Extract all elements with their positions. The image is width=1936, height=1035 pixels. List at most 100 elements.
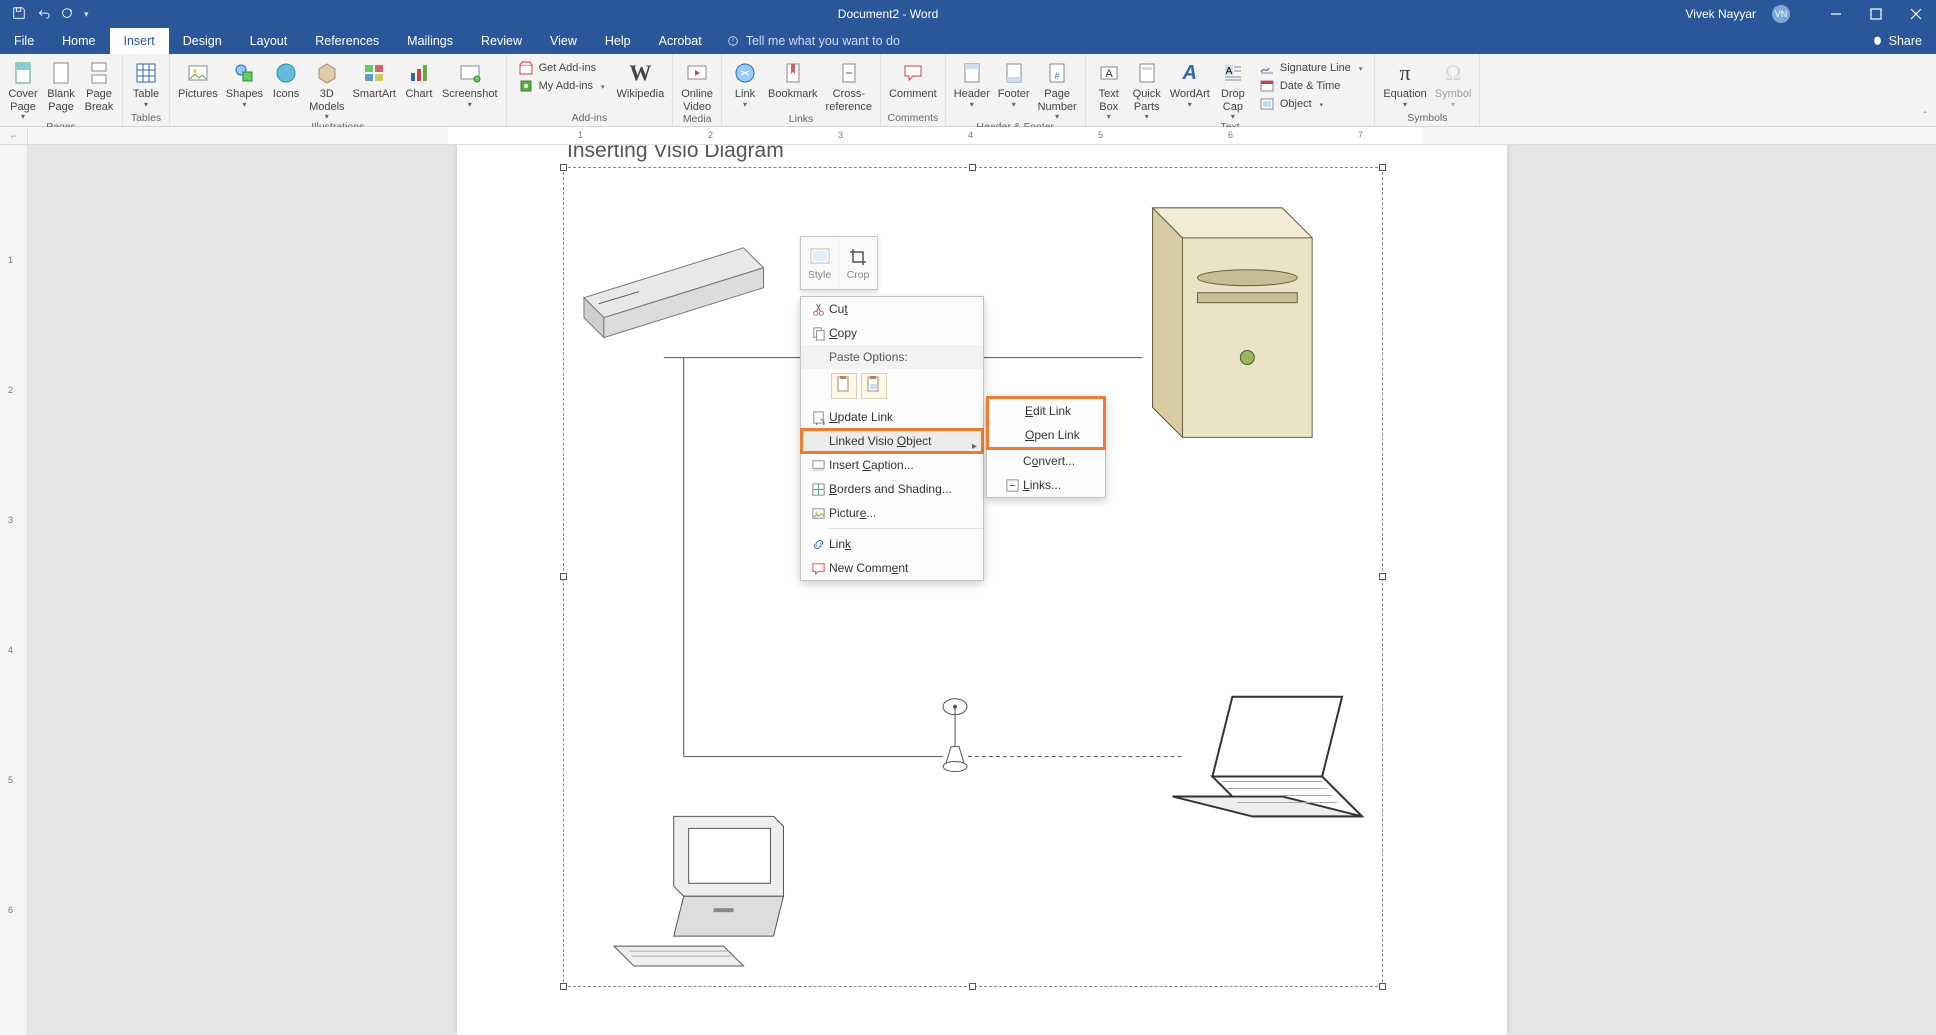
submenu-edit-link[interactable]: Edit Link: [989, 399, 1103, 423]
quick-access-toolbar: ▾: [0, 6, 101, 23]
tab-help[interactable]: Help: [591, 28, 645, 54]
ribbon-group-media: OnlineVideoMedia: [673, 54, 722, 126]
svg-text:A: A: [1105, 68, 1113, 80]
vertical-ruler[interactable]: 1234567: [0, 145, 28, 1035]
menu-picture[interactable]: Picture...: [801, 501, 983, 525]
drop-cap-button[interactable]: ADropCap: [1214, 57, 1252, 121]
hruler-scale[interactable]: 1234567: [28, 127, 1936, 144]
tab-acrobat[interactable]: Acrobat: [645, 28, 716, 54]
paste-options: [801, 369, 983, 405]
menu-linked-visio-object[interactable]: Linked Visio Object: [801, 429, 983, 453]
crop-icon: [849, 245, 867, 269]
user-area: Vivek Nayyar VN: [1676, 5, 1816, 23]
crop-button[interactable]: Crop: [839, 237, 877, 289]
update-icon: [807, 410, 829, 425]
online-video-button[interactable]: OnlineVideo: [677, 57, 717, 113]
wikipedia-button[interactable]: WWikipedia: [613, 57, 669, 101]
menu-insert-caption[interactable]: Insert Caption...: [801, 453, 983, 477]
table-button[interactable]: Table: [127, 57, 165, 109]
cut-icon: [807, 302, 829, 317]
ribbon-group-illustrations: PicturesShapesIcons3DModelsSmartArtChart…: [170, 54, 507, 126]
quick-parts-button[interactable]: QuickParts: [1128, 57, 1166, 121]
tab-design[interactable]: Design: [169, 28, 236, 54]
smartart-button[interactable]: SmartArt: [349, 57, 400, 101]
page-number-button[interactable]: #PageNumber: [1034, 57, 1081, 121]
group-label: Media: [673, 113, 721, 127]
menu-new-comment[interactable]: New Comment: [801, 556, 983, 580]
tab-layout[interactable]: Layout: [236, 28, 302, 54]
icons-button[interactable]: Icons: [267, 57, 305, 101]
header-button[interactable]: Header: [950, 57, 994, 109]
copy-icon: [807, 326, 829, 341]
link-button[interactable]: Link: [726, 57, 764, 109]
borders-icon: [807, 482, 829, 497]
paste-picture-icon[interactable]: [861, 373, 887, 399]
visio-object-frame[interactable]: Style Crop CutCopyPaste Options:Update L…: [563, 167, 1383, 987]
object-button[interactable]: Object: [1256, 95, 1366, 112]
text-box-button[interactable]: ATextBox: [1090, 57, 1128, 121]
submenu-convert[interactable]: Convert...: [987, 449, 1105, 473]
style-label: Style: [808, 269, 831, 281]
user-avatar[interactable]: VN: [1772, 5, 1790, 23]
menu-update-link[interactable]: Update Link: [801, 405, 983, 429]
footer-button[interactable]: Footer: [994, 57, 1034, 109]
document-heading: Inserting Visio Diagram: [567, 145, 784, 163]
comment-button[interactable]: Comment: [885, 57, 941, 101]
shapes-button[interactable]: Shapes: [222, 57, 267, 109]
my-add-ins-button[interactable]: My Add-ins: [515, 77, 609, 94]
d-models-button[interactable]: 3DModels: [305, 57, 348, 121]
cover-page-button[interactable]: CoverPage: [4, 57, 42, 121]
group-label: Symbols: [1375, 112, 1479, 126]
menu-copy[interactable]: Copy: [801, 321, 983, 345]
cross--reference-button[interactable]: Cross-reference: [822, 57, 876, 113]
caption-icon: [807, 458, 829, 473]
document-page[interactable]: Inserting Visio Diagram: [457, 145, 1507, 1035]
minimize-button[interactable]: [1816, 0, 1856, 28]
blank-page-button[interactable]: BlankPage: [42, 57, 80, 113]
share-label: Share: [1889, 34, 1922, 48]
get-add-ins-button[interactable]: Get Add-ins: [515, 59, 609, 76]
signature-line-button[interactable]: Signature Line: [1256, 59, 1366, 76]
bookmark-button[interactable]: Bookmark: [764, 57, 822, 101]
tab-references[interactable]: References: [301, 28, 393, 54]
screenshot-button[interactable]: Screenshot: [438, 57, 502, 109]
tab-mailings[interactable]: Mailings: [393, 28, 467, 54]
group-label: Links: [722, 113, 880, 127]
symbol-button[interactable]: ΩSymbol: [1431, 57, 1476, 109]
pictures-button[interactable]: Pictures: [174, 57, 222, 101]
page-break-button[interactable]: PageBreak: [80, 57, 118, 113]
svg-text:#: #: [1055, 71, 1060, 81]
date-time-button[interactable]: Date & Time: [1256, 77, 1366, 94]
qat-customize-icon[interactable]: ▾: [84, 9, 89, 20]
menu-link[interactable]: Link: [801, 532, 983, 556]
chart-button[interactable]: Chart: [400, 57, 438, 101]
menu-borders-and-shading[interactable]: Borders and Shading...: [801, 477, 983, 501]
redo-icon[interactable]: [60, 6, 74, 23]
undo-icon[interactable]: [36, 6, 50, 23]
tab-home[interactable]: Home: [48, 28, 109, 54]
ribbon-group-pages: CoverPageBlankPagePageBreakPages: [0, 54, 123, 126]
tab-review[interactable]: Review: [467, 28, 536, 54]
horizontal-ruler: ⌐ 1234567: [0, 127, 1936, 145]
equation-button[interactable]: πEquation: [1379, 57, 1430, 109]
share-button[interactable]: Share: [1857, 28, 1936, 54]
save-icon[interactable]: [12, 6, 26, 23]
user-name[interactable]: Vivek Nayyar: [1686, 7, 1756, 21]
tab-insert[interactable]: Insert: [110, 28, 169, 54]
style-button[interactable]: Style: [801, 237, 839, 289]
wordart-button[interactable]: AWordArt: [1166, 57, 1214, 109]
ribbon-group-symbols: πEquationΩSymbol Symbols: [1375, 54, 1480, 126]
tab-view[interactable]: View: [536, 28, 591, 54]
document-area: 1234567 Inserting Visio Diagram: [0, 145, 1936, 1035]
tell-me-search[interactable]: Tell me what you want to do: [726, 28, 900, 54]
ribbon-group-text: ATextBoxQuickPartsAWordArtADropCapSignat…: [1086, 54, 1376, 126]
menu-cut[interactable]: Cut: [801, 297, 983, 321]
paste-keep-source-icon[interactable]: [831, 373, 857, 399]
maximize-button[interactable]: [1856, 0, 1896, 28]
close-button[interactable]: [1896, 0, 1936, 28]
submenu-open-link[interactable]: Open Link: [989, 423, 1103, 447]
ribbon: CoverPageBlankPagePageBreakPagesTableTab…: [0, 54, 1936, 127]
collapse-ribbon-button[interactable]: ˆ: [1914, 54, 1936, 126]
submenu-links[interactable]: Links...: [987, 473, 1105, 497]
tab-file[interactable]: File: [0, 28, 48, 54]
